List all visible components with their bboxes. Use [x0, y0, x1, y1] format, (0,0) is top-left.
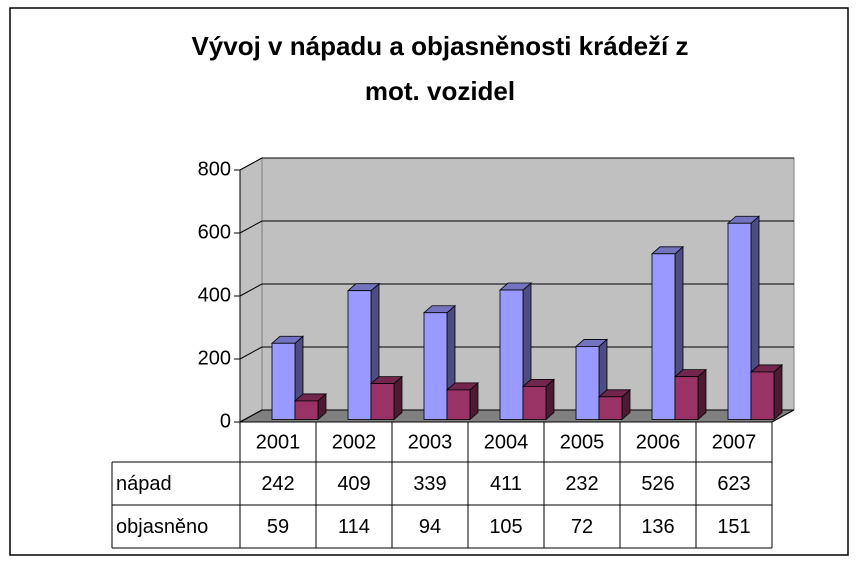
- table-value: 526: [641, 473, 674, 495]
- bar: [446, 389, 471, 420]
- grid-line: [239, 157, 794, 171]
- y-tick-label: 200: [198, 347, 231, 369]
- grid-line: [239, 220, 794, 234]
- x-tick-label: 2005: [560, 431, 605, 453]
- table-value: 232: [565, 473, 598, 495]
- legend-label: nápad: [116, 473, 172, 495]
- x-tick-label: 2002: [332, 431, 377, 453]
- bar: [423, 312, 448, 420]
- legend-label: objasněno: [116, 516, 208, 538]
- table-value: 242: [261, 473, 294, 495]
- bar-side: [697, 368, 707, 421]
- table-value: 409: [337, 473, 370, 495]
- y-tick-label: 0: [220, 410, 231, 432]
- table-value: 59: [267, 516, 289, 538]
- grid-line: [239, 283, 794, 297]
- bar: [575, 346, 600, 420]
- table-value: 411: [490, 473, 522, 495]
- table-value: 339: [413, 473, 446, 495]
- bar: [347, 290, 372, 420]
- chart-title: Vývoj v nápadu a objasněnosti krádeží z: [191, 31, 688, 61]
- y-tick-label: 600: [198, 221, 231, 243]
- table-value: 151: [717, 516, 750, 538]
- bar: [750, 371, 775, 420]
- bar: [727, 222, 752, 420]
- bar: [294, 400, 319, 420]
- table-value: 136: [641, 516, 674, 538]
- bar: [522, 386, 547, 420]
- grid-line: [239, 346, 794, 360]
- x-tick-label: 2003: [408, 431, 453, 453]
- bar: [598, 396, 623, 420]
- bar: [674, 376, 699, 420]
- bar: [271, 342, 296, 420]
- x-tick-label: 2004: [484, 431, 529, 453]
- bar-side: [773, 364, 783, 421]
- table-value: 105: [489, 516, 522, 538]
- table-value: 114: [338, 516, 370, 538]
- bar: [651, 253, 676, 420]
- table-value: 72: [571, 516, 593, 538]
- y-tick-label: 400: [198, 284, 231, 306]
- x-tick-label: 2007: [712, 431, 757, 453]
- bar: [499, 289, 524, 420]
- chart-title: mot. vozidel: [365, 76, 515, 106]
- x-tick-label: 2001: [256, 431, 301, 453]
- x-tick-label: 2006: [636, 431, 681, 453]
- table-value: 623: [717, 473, 750, 495]
- table-value: 94: [419, 516, 441, 538]
- y-tick-label: 800: [198, 158, 231, 180]
- bar: [370, 383, 395, 420]
